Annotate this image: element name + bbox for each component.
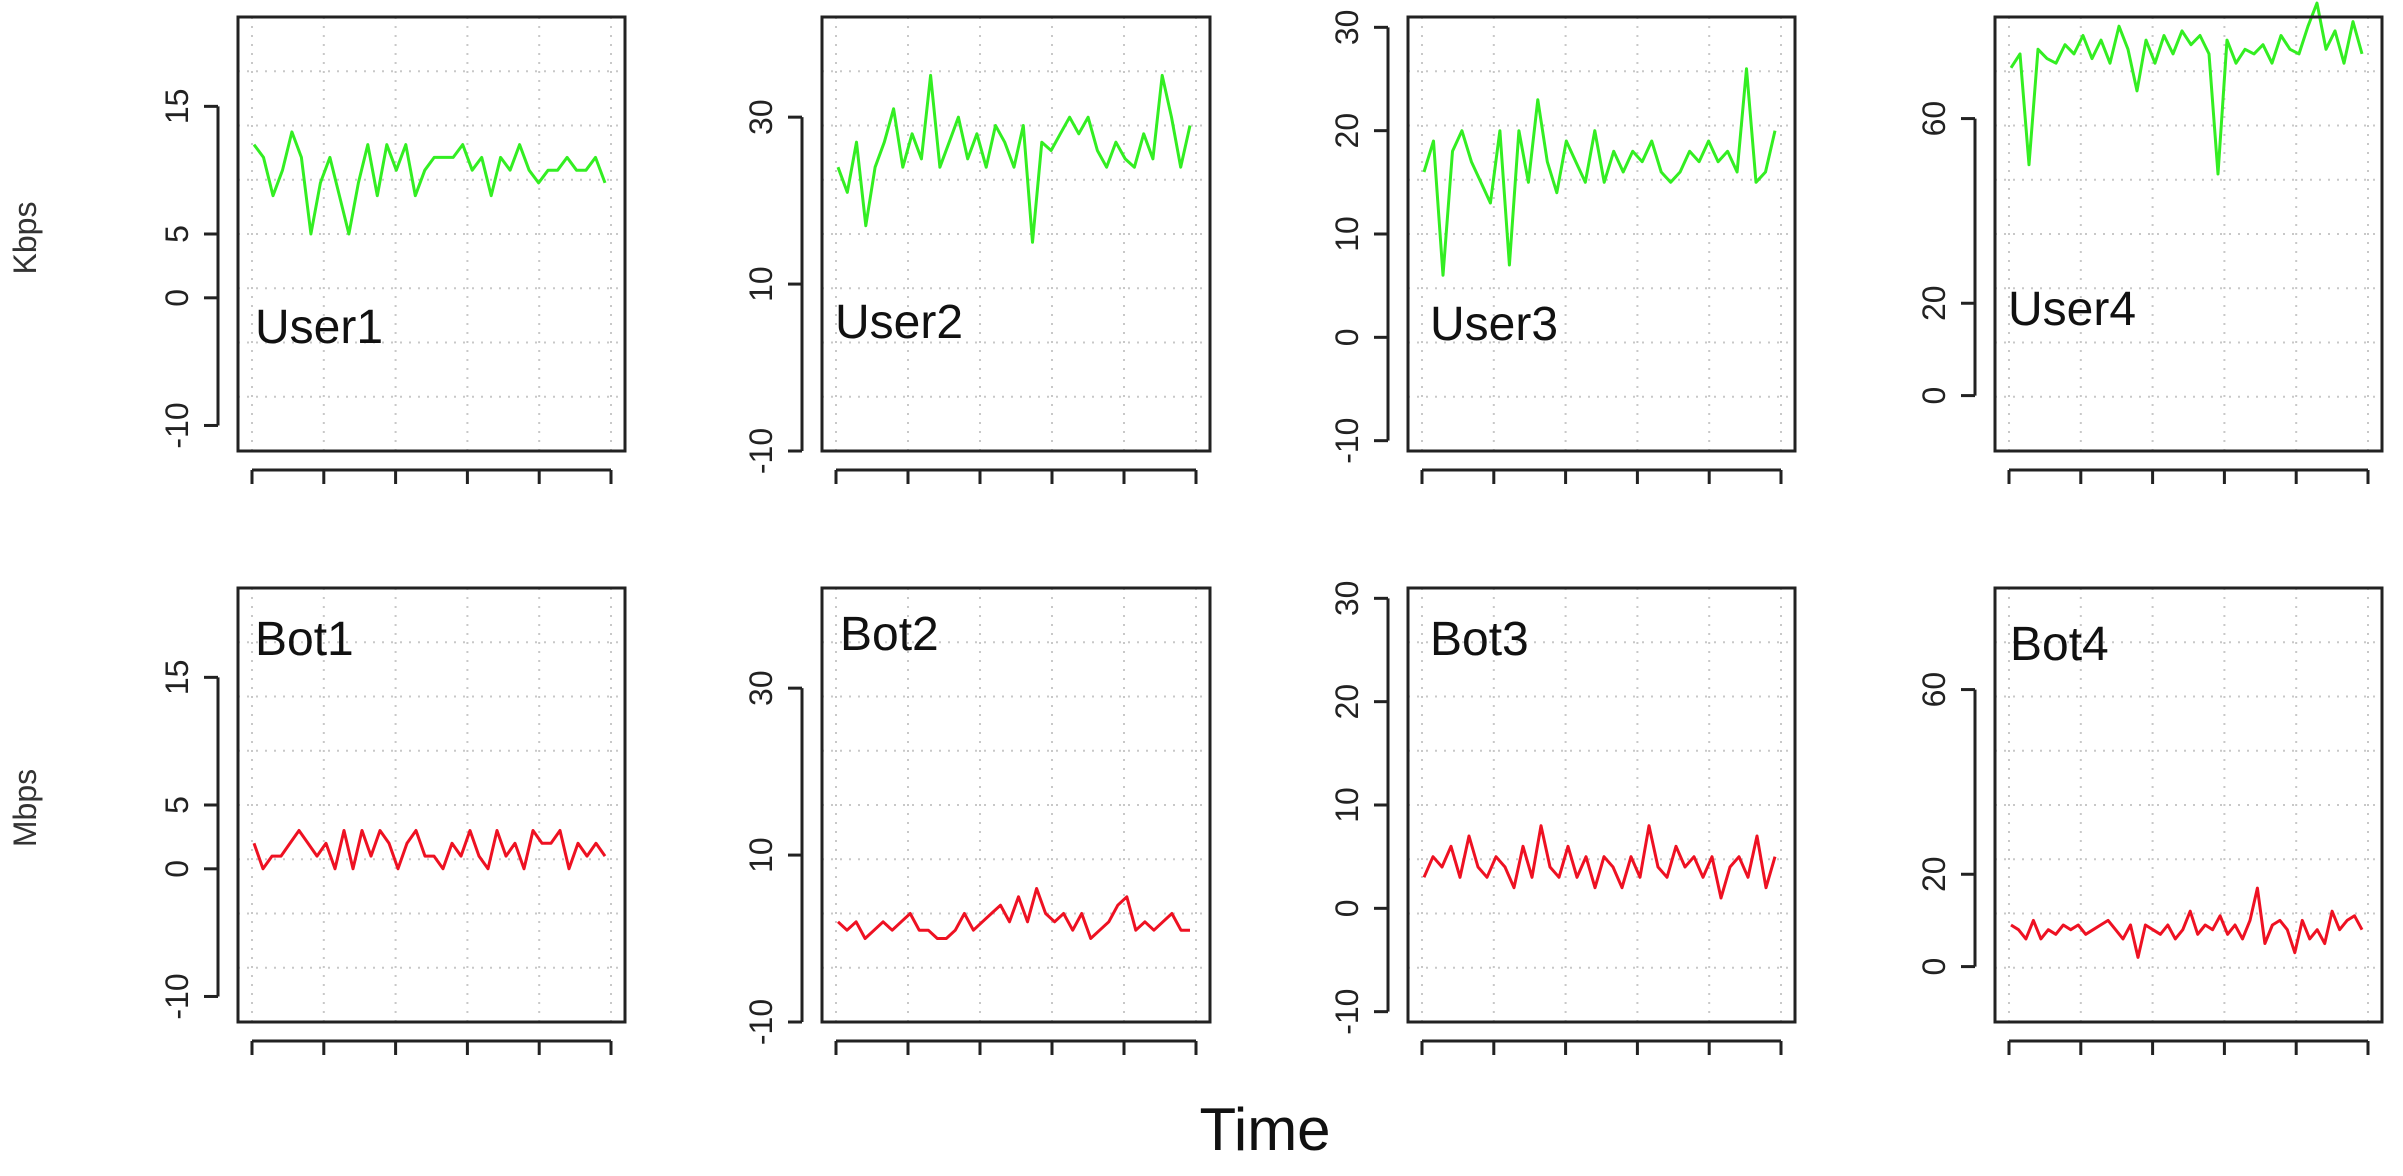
y-tick-label: 20 xyxy=(1916,285,1952,321)
panel-label: User1 xyxy=(255,301,383,354)
y-tick-label: 10 xyxy=(1329,216,1365,252)
series-line-bot1 xyxy=(252,829,607,871)
y-tick-label: 30 xyxy=(1329,10,1365,46)
series-line-user1 xyxy=(252,130,607,236)
y-tick-label: -10 xyxy=(743,999,779,1045)
y-tick-label: 60 xyxy=(1916,672,1952,708)
plot-frame xyxy=(1993,586,2384,1024)
y-tick-label: -10 xyxy=(159,402,195,448)
panel-label: Bot2 xyxy=(840,608,939,661)
y-tick-label: 20 xyxy=(1329,113,1365,149)
series-line-bot3 xyxy=(1422,824,1777,900)
y-tick-label: 0 xyxy=(1916,387,1952,405)
series-line-bot4 xyxy=(2010,886,2364,959)
top-row-unit-label: Kbps xyxy=(7,202,43,275)
y-tick-label: 10 xyxy=(743,837,779,873)
y-tick-label: 10 xyxy=(743,266,779,302)
y-tick-label: 15 xyxy=(159,89,195,125)
y-tick-label: 30 xyxy=(1329,581,1365,617)
series-line-user4 xyxy=(2009,1,2364,176)
plot-frame xyxy=(236,586,627,1024)
y-tick-label: 15 xyxy=(159,660,195,696)
y-tick-label: 5 xyxy=(159,796,195,814)
panel-label: User3 xyxy=(1430,298,1558,351)
y-tick-label: 5 xyxy=(159,225,195,243)
y-tick-label: -10 xyxy=(159,973,195,1019)
panels-group: -10 0 5 15 User1 -10 10 30 User2 -10 0 10 20 30 User3 0… xyxy=(159,1,2384,1055)
y-tick-label: -10 xyxy=(743,428,779,474)
series-line-bot2 xyxy=(836,887,1190,940)
y-tick-label: 0 xyxy=(1916,958,1952,976)
plot-frame xyxy=(1406,15,1797,453)
bottom-row-unit-label: Mbps xyxy=(7,769,43,847)
panel-label: Bot4 xyxy=(2010,618,2109,671)
panel-label: User4 xyxy=(2008,283,2136,336)
y-tick-label: 20 xyxy=(1329,684,1365,720)
panel-user3: -10 0 10 20 30 User3 xyxy=(1329,10,1797,484)
panel-label: User2 xyxy=(835,296,963,349)
y-tick-label: 0 xyxy=(1329,328,1365,346)
y-tick-label: 30 xyxy=(743,99,779,135)
x-axis-title: Time xyxy=(1199,1096,1330,1163)
panel-bot1: -10 0 5 15 Bot1 xyxy=(159,586,627,1055)
series-line-user2 xyxy=(836,73,1192,244)
y-tick-label: 60 xyxy=(1916,101,1952,137)
y-tick-label: -10 xyxy=(1329,418,1365,464)
y-tick-label: 10 xyxy=(1329,787,1365,823)
series-line-user3 xyxy=(1422,67,1777,277)
plot-frame xyxy=(1993,15,2384,453)
plot-frame xyxy=(820,586,1212,1024)
panel-label: Bot3 xyxy=(1430,613,1529,666)
y-tick-label: -10 xyxy=(1329,989,1365,1035)
panel-bot3: -10 0 10 20 30 Bot3 xyxy=(1329,581,1797,1055)
y-tick-label: 30 xyxy=(743,670,779,706)
plot-frame xyxy=(820,15,1212,453)
plot-frame xyxy=(236,15,627,453)
y-tick-label: 0 xyxy=(159,289,195,307)
panel-user2: -10 10 30 User2 xyxy=(743,15,1212,484)
panel-label: Bot1 xyxy=(255,613,354,666)
panel-user4: 0 20 60 User4 xyxy=(1916,1,2384,484)
y-tick-label: 0 xyxy=(1329,899,1365,917)
panel-bot4: 0 20 60 Bot4 xyxy=(1916,586,2384,1055)
panel-user1: -10 0 5 15 User1 xyxy=(159,15,627,484)
y-tick-label: 20 xyxy=(1916,856,1952,892)
panel-bot2: -10 10 30 Bot2 xyxy=(743,586,1212,1055)
y-tick-label: 0 xyxy=(159,860,195,878)
plot-frame xyxy=(1406,586,1797,1024)
